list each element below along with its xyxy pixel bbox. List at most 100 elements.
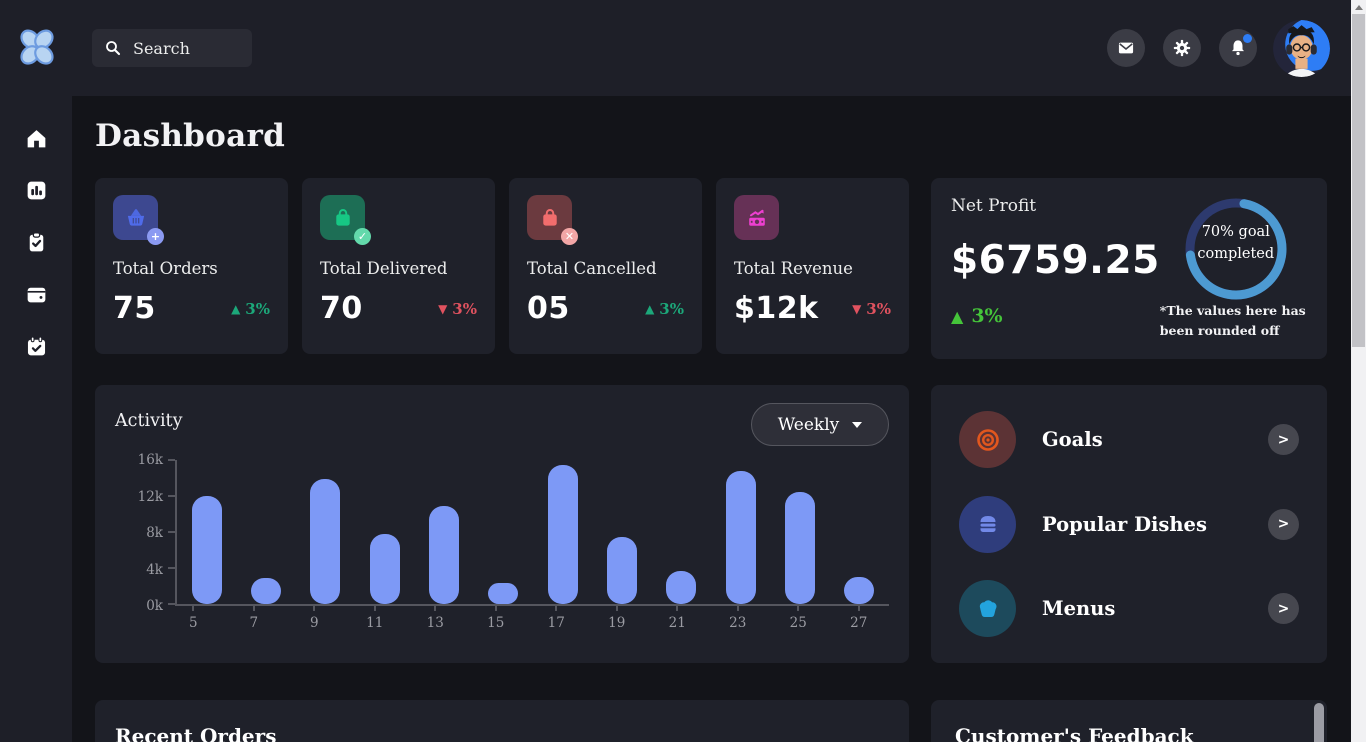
sidebar-item-analytics[interactable] (0, 164, 72, 216)
activity-bar (310, 478, 341, 604)
stat-delta: ▲ 3% (231, 299, 270, 318)
chevron-right-button[interactable]: > (1268, 593, 1299, 624)
x-tick-label: 21 (668, 615, 686, 631)
arrow-down-icon: ▼ (852, 301, 862, 316)
x-tick-label: 5 (188, 615, 198, 631)
page-scrollbar-thumb[interactable] (1352, 14, 1365, 347)
y-tick-label: 4k (146, 561, 163, 578)
search-input[interactable] (133, 38, 233, 58)
y-tick-label: 8k (146, 525, 163, 541)
envelope-icon (1118, 42, 1134, 54)
activity-bar (428, 505, 459, 604)
bottom-row: Recent Orders Customer's Feedback (95, 700, 1351, 742)
net-profit-label: Net Profit (951, 196, 1037, 216)
stat-label: Total Delivered (320, 259, 448, 278)
home-icon (27, 129, 45, 147)
goals-icon-circle (959, 411, 1016, 468)
activity-card: Activity Weekly 16k 12k 8k 4k 0k 5 7 9 11 13 15 17… (95, 385, 909, 663)
stat-label: Total Cancelled (527, 259, 657, 278)
burger-icon (980, 516, 995, 532)
rounded-off-footnote: *The values here has been rounded off (1159, 303, 1306, 338)
activity-bar (606, 536, 637, 604)
activity-y-axis: 16k 12k 8k 4k 0k (129, 452, 175, 614)
messages-button[interactable] (1107, 29, 1145, 67)
recent-orders-card: Recent Orders (95, 700, 909, 742)
sidebar-item-home[interactable] (0, 112, 72, 164)
menus-icon-circle (959, 580, 1016, 637)
main-content: Dashboard + Total Orders 75 ▲ (72, 96, 1351, 742)
y-tick-label: 0k (146, 598, 163, 614)
sidebar-item-schedule[interactable] (0, 320, 72, 372)
clipboard-check-icon (29, 231, 43, 251)
quick-link-label: Menus (1042, 597, 1116, 620)
x-tick-label: 13 (426, 615, 444, 631)
scrollbar-up-arrow-icon[interactable] (1354, 5, 1363, 10)
stat-card-total-revenue: Total Revenue $12k ▼ 3% (716, 178, 909, 354)
notifications-button[interactable] (1219, 29, 1257, 67)
x-tick-label: 19 (608, 615, 626, 631)
revenue-icon-tile (734, 195, 779, 240)
chevron-right-button[interactable]: > (1268, 424, 1299, 455)
notification-dot-badge (1243, 34, 1252, 43)
topbar (0, 0, 1351, 96)
sidebar-item-wallet[interactable] (0, 268, 72, 320)
calendar-check-icon (27, 335, 45, 355)
quick-link-goals[interactable]: Goals > (959, 411, 1299, 468)
money-growth-icon (748, 209, 765, 226)
net-profit-delta: ▲ 3% (951, 305, 1003, 327)
feedback-scrollbar-thumb[interactable] (1314, 703, 1324, 742)
stat-value: 75 (113, 291, 156, 326)
activity-chart: 16k 12k 8k 4k 0k (115, 452, 889, 614)
activity-bar (666, 570, 697, 604)
search-bar (92, 29, 252, 67)
stats-row: + Total Orders 75 ▲ 3% ✓ (95, 178, 1351, 359)
sidebar-nav (0, 96, 72, 742)
activity-plot (168, 459, 889, 606)
quick-links-card: Goals > Popular Dishes > (931, 385, 1327, 663)
orders-icon-tile: + (113, 195, 164, 245)
recent-orders-title: Recent Orders (115, 724, 277, 742)
quick-link-popular-dishes[interactable]: Popular Dishes > (959, 495, 1299, 553)
stat-card-total-cancelled: ✕ Total Cancelled 05 ▲ 3% (509, 178, 702, 354)
activity-x-axis: 5 7 9 11 13 15 17 19 21 23 25 27 (163, 606, 889, 631)
goal-progress-text: 70% goal completed (1197, 224, 1275, 262)
target-icon (976, 428, 999, 451)
plus-badge-icon: + (147, 228, 164, 245)
page-title: Dashboard (95, 118, 286, 154)
quick-link-label: Popular Dishes (1042, 512, 1207, 536)
quick-link-label: Goals (1042, 428, 1103, 451)
stat-value: $12k (734, 291, 819, 326)
app-logo[interactable] (15, 26, 59, 70)
chevron-right-button[interactable]: > (1268, 508, 1299, 540)
user-avatar[interactable] (1273, 19, 1330, 77)
wallet-icon (27, 287, 45, 302)
arrow-down-icon: ▼ (438, 301, 448, 316)
weekly-dropdown[interactable]: Weekly (751, 403, 889, 446)
bowl-icon (979, 599, 996, 617)
delivered-icon-tile: ✓ (320, 195, 371, 245)
stat-delta: ▼ 3% (438, 299, 477, 318)
check-badge-icon: ✓ (354, 228, 371, 245)
x-tick-label: 25 (789, 615, 807, 631)
bag-check-icon (335, 208, 350, 226)
sidebar-item-orders[interactable] (0, 216, 72, 268)
stat-label: Total Orders (113, 259, 218, 278)
customer-feedback-card: Customer's Feedback (931, 700, 1327, 742)
gear-icon (1173, 39, 1191, 57)
x-tick-label: 15 (487, 615, 505, 631)
arrow-up-icon: ▲ (231, 301, 241, 316)
settings-button[interactable] (1163, 29, 1201, 67)
activity-bar (488, 583, 519, 604)
goal-progress-ring: 70% goal completed (1183, 196, 1289, 300)
activity-bar (725, 470, 756, 604)
middle-row: Activity Weekly 16k 12k 8k 4k 0k 5 7 9 11 13 15 17… (95, 385, 1351, 663)
page-scrollbar (1351, 0, 1366, 742)
net-profit-card: Net Profit $6759.25 ▲ 3% 70% goal comple… (931, 178, 1327, 359)
x-tick-label: 9 (309, 615, 319, 631)
activity-bar (844, 577, 875, 604)
activity-title: Activity (115, 411, 183, 431)
bar-chart-icon (27, 181, 45, 199)
topbar-actions (1089, 19, 1330, 77)
quick-link-menus[interactable]: Menus > (959, 580, 1299, 637)
